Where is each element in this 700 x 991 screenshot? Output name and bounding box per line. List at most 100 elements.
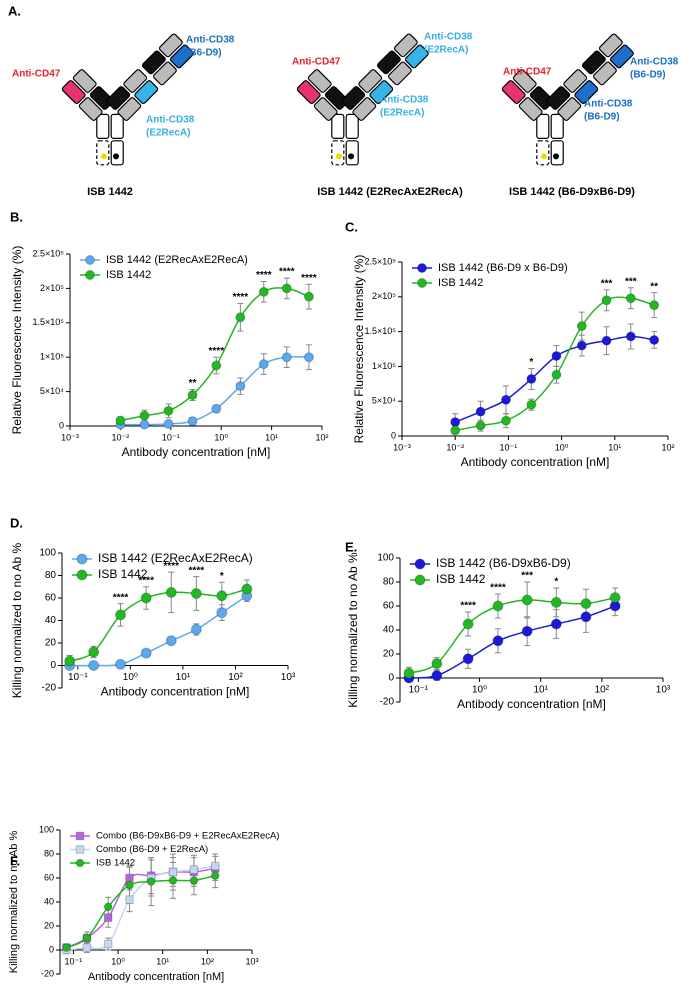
marker: [165, 586, 177, 598]
arm-label: Anti-CD38: [584, 99, 633, 110]
significance: *: [529, 357, 533, 368]
y-tick-label: 2.5×10⁵: [364, 256, 396, 266]
y-tick-label: 5×10⁴: [372, 396, 396, 406]
x-tick-label: 10⁻¹: [68, 672, 88, 683]
significance: ****: [189, 565, 205, 576]
x-tick-label: 10⁻²: [446, 442, 464, 452]
y-tick-label: 2×10⁵: [40, 283, 64, 293]
y-tick-label: 0: [391, 430, 396, 440]
x-tick-label: 10²: [595, 685, 610, 696]
y-axis-title: Killing normalized to no Ab %: [10, 542, 24, 698]
panel-label: F.: [10, 853, 20, 868]
arm-label: (B6-D9): [630, 70, 666, 81]
x-axis-title: Antibody concentration [nM]: [88, 971, 224, 983]
legend-label: ISB 1442 (B6-D9 x B6-D9): [438, 262, 568, 274]
marker: [625, 293, 636, 304]
x-tick-label: 10²: [661, 442, 674, 452]
y-tick-label: 100: [377, 553, 394, 564]
marker: [403, 667, 415, 679]
y-tick-label: 0: [388, 673, 394, 684]
marker: [62, 943, 71, 952]
marker: [125, 873, 134, 883]
y-tick-label: 100: [39, 548, 56, 559]
y-tick-label: 80: [44, 848, 54, 858]
marker: [492, 635, 504, 647]
significance: ****: [113, 592, 129, 603]
x-tick-label: 10⁰: [123, 672, 138, 683]
x-tick-label: 10⁻³: [61, 432, 79, 442]
y-tick-label: 2×10⁵: [372, 291, 396, 301]
arm-label: Anti-CD38: [186, 35, 235, 46]
marker: [139, 419, 150, 430]
x-tick-label: 10⁻¹: [409, 685, 429, 696]
arm-label: (B6-D9): [584, 112, 620, 123]
y-tick-label: 40: [383, 625, 395, 636]
marker: [601, 335, 612, 346]
marker: [125, 895, 134, 904]
marker: [88, 646, 100, 658]
x-tick-label: 10⁰: [472, 685, 487, 696]
x-tick-label: 10⁻¹: [65, 956, 83, 966]
antibody-name: ISB 1442 (B6-D9xB6-D9): [509, 186, 635, 198]
marker: [550, 618, 562, 630]
arm-label: Anti-CD38: [380, 95, 429, 106]
legend-label: Combo (B6-D9xB6-D9 + E2RecAxE2RecA): [96, 831, 279, 842]
y-tick-label: 1×10⁵: [40, 352, 64, 362]
significance: ***: [601, 278, 613, 289]
significance: ****: [460, 601, 476, 612]
y-tick-label: 2.5×10⁵: [32, 248, 64, 258]
x-tick-label: 10¹: [608, 442, 621, 452]
x-tick-label: 10⁰: [214, 432, 228, 442]
marker: [551, 369, 562, 380]
x-axis-title: Antibody concentration [nM]: [461, 455, 610, 469]
marker: [139, 410, 150, 421]
marker: [82, 933, 92, 943]
arm-label: Anti-CD47: [503, 67, 552, 78]
marker: [521, 594, 533, 606]
significance: ****: [163, 561, 179, 572]
marker: [140, 592, 152, 604]
y-tick-label: -20: [41, 968, 54, 978]
arm-label: Anti-CD38: [630, 57, 679, 68]
y-tick-label: -20: [42, 683, 57, 694]
marker: [601, 295, 612, 306]
arm-label: (E2RecA): [380, 108, 424, 119]
marker: [431, 658, 443, 670]
x-tick-label: 10³: [656, 685, 671, 696]
y-tick-label: 20: [45, 638, 57, 649]
marker: [551, 350, 562, 361]
y-tick-label: 1.5×10⁵: [32, 317, 64, 327]
y-tick-label: 20: [44, 920, 54, 930]
marker: [187, 390, 198, 401]
significance: ****: [301, 273, 317, 284]
x-tick-label: 10¹: [156, 956, 169, 966]
marker: [576, 340, 587, 351]
y-tick-label: -20: [380, 697, 395, 708]
marker: [235, 381, 246, 392]
marker: [115, 609, 127, 621]
marker: [168, 867, 178, 877]
marker: [103, 913, 113, 922]
marker: [303, 291, 314, 302]
marker: [521, 625, 533, 637]
legend-label: ISB 1442 (B6-D9xB6-D9): [436, 556, 571, 570]
marker: [88, 660, 100, 671]
marker: [492, 600, 504, 612]
marker: [649, 300, 660, 311]
legend-label: ISB 1442: [96, 858, 135, 869]
y-tick-label: 0: [49, 944, 54, 954]
legend-label: ISB 1442: [436, 572, 486, 586]
marker: [625, 331, 636, 342]
arm-label: Anti-CD38: [146, 115, 195, 126]
significance: ****: [256, 270, 272, 281]
legend-label: ISB 1442 (E2RecAxE2RecA): [98, 551, 253, 565]
marker: [281, 283, 292, 294]
y-axis-title: Killing normalized to no Ab %: [8, 831, 20, 974]
marker: [281, 352, 292, 363]
y-tick-label: 0: [50, 660, 56, 671]
antibody-diagram: [60, 32, 195, 166]
marker: [211, 403, 222, 414]
marker: [649, 334, 660, 345]
significance: **: [650, 281, 658, 292]
legend-label: ISB 1442 (E2RecAxE2RecA): [106, 254, 248, 266]
